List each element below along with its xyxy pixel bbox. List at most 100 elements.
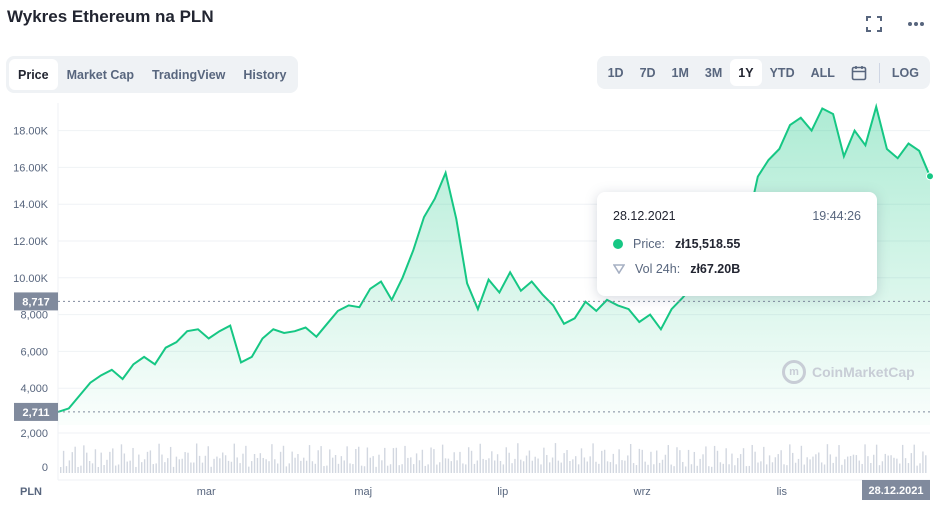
range-all[interactable]: ALL <box>810 65 835 80</box>
volume-bar <box>580 448 583 473</box>
log-toggle[interactable]: LOG <box>891 65 919 80</box>
volume-bar <box>439 462 441 473</box>
volume-bar <box>543 447 545 473</box>
volume-bar <box>656 450 658 473</box>
volume-bar <box>219 458 221 473</box>
more-icon[interactable] <box>906 14 926 34</box>
tooltip-price-label: Price: <box>633 237 665 251</box>
volume-bar <box>783 464 785 473</box>
volume-bar <box>227 460 230 473</box>
volume-bar <box>334 454 337 473</box>
volume-bar <box>609 462 612 473</box>
volume-bar <box>398 465 400 473</box>
volume-bar <box>143 459 146 473</box>
volume-bar <box>896 458 898 473</box>
volume-bar <box>815 454 817 473</box>
range-3m[interactable]: 3M <box>704 65 723 80</box>
volume-bar <box>479 443 481 473</box>
range-1m[interactable]: 1M <box>671 65 689 80</box>
volume-bar <box>754 451 756 473</box>
volume-bar <box>864 444 866 473</box>
volume-bar <box>326 465 328 473</box>
volume-bar <box>485 459 487 473</box>
volume-bar <box>907 463 910 473</box>
volume-bar <box>650 451 652 473</box>
volume-bar <box>835 456 837 473</box>
volume-bar <box>152 464 154 473</box>
volume-bar <box>245 445 247 473</box>
volume-bar <box>780 450 782 473</box>
volume-bar <box>178 459 181 473</box>
volume-bar <box>496 454 499 473</box>
volume-bar <box>725 448 727 473</box>
volume-bar <box>548 462 551 473</box>
volume-bar <box>913 444 915 473</box>
x-tick-label: maj <box>354 486 372 498</box>
volume-bar <box>343 460 345 473</box>
volume-bar <box>447 458 450 473</box>
volume-bar <box>410 457 412 473</box>
volume-bar <box>786 465 788 473</box>
volume-bar <box>424 465 426 473</box>
volume-tick-label: 2,000 <box>20 428 48 440</box>
calendar-icon[interactable] <box>843 59 875 86</box>
volume-bar <box>670 464 672 473</box>
tab-price[interactable]: Price <box>9 59 58 90</box>
volume-bar <box>748 465 751 473</box>
volume-bar <box>216 456 218 473</box>
volume-bar <box>731 453 733 473</box>
volume-bar <box>444 458 447 473</box>
volume-bar <box>528 450 531 473</box>
volume-bar <box>161 454 163 473</box>
volume-bar <box>375 466 377 473</box>
volume-bar <box>294 457 296 473</box>
volume-bar <box>760 461 762 473</box>
tab-history[interactable]: History <box>243 67 287 82</box>
volume-bar <box>589 456 591 473</box>
time-range-selector: 1D 7D 1M 3M 1Y YTD ALL LOG <box>596 56 930 89</box>
volume-bar <box>638 448 641 473</box>
header-actions <box>864 14 926 34</box>
price-chart[interactable]: 18.00K 16.00K 14.00K 12.00K 10.00K 8,000 6,000… <box>0 95 938 505</box>
volume-bar <box>389 464 392 473</box>
volume-bar <box>520 459 522 473</box>
volume-bar <box>771 462 774 473</box>
range-1y[interactable]: 1Y <box>730 59 762 86</box>
volume-bar <box>441 444 444 473</box>
volume-bar <box>123 453 126 473</box>
range-ytd[interactable]: YTD <box>769 65 795 80</box>
volume-bar <box>415 453 418 473</box>
volume-bar <box>719 462 722 473</box>
volume-bar <box>618 449 620 473</box>
volume-bar <box>158 443 160 473</box>
volume-bar <box>117 464 120 473</box>
y-tick-label: 12.00K <box>13 236 49 248</box>
volume-bar <box>658 462 661 473</box>
range-7d[interactable]: 7D <box>639 65 656 80</box>
tab-market-cap[interactable]: Market Cap <box>66 67 134 82</box>
volume-bar <box>812 456 814 473</box>
volume-bar <box>687 449 690 473</box>
volume-bar <box>679 450 681 473</box>
volume-bar <box>806 457 808 473</box>
tab-tradingview[interactable]: TradingView <box>151 67 226 82</box>
currency-label: PLN <box>20 486 42 498</box>
volume-bar <box>887 455 889 473</box>
volume-bar <box>739 454 742 473</box>
volume-bar <box>517 443 519 473</box>
end-date-badge <box>862 480 930 500</box>
volume-bar <box>800 445 803 473</box>
volume-bar <box>705 446 707 473</box>
tooltip-price-value: zł15,518.55 <box>674 237 741 251</box>
fullscreen-icon[interactable] <box>864 14 884 34</box>
volume-bar <box>265 459 267 473</box>
volume-bar <box>858 460 860 473</box>
x-tick-label: lis <box>777 486 788 498</box>
volume-bar <box>88 460 91 473</box>
y-tick-label: 10.00K <box>13 273 49 285</box>
range-1d[interactable]: 1D <box>607 65 624 80</box>
volume-bar <box>378 454 380 473</box>
volume-bar <box>546 454 548 473</box>
volume-bar <box>305 460 308 473</box>
volume-bar <box>80 465 82 473</box>
